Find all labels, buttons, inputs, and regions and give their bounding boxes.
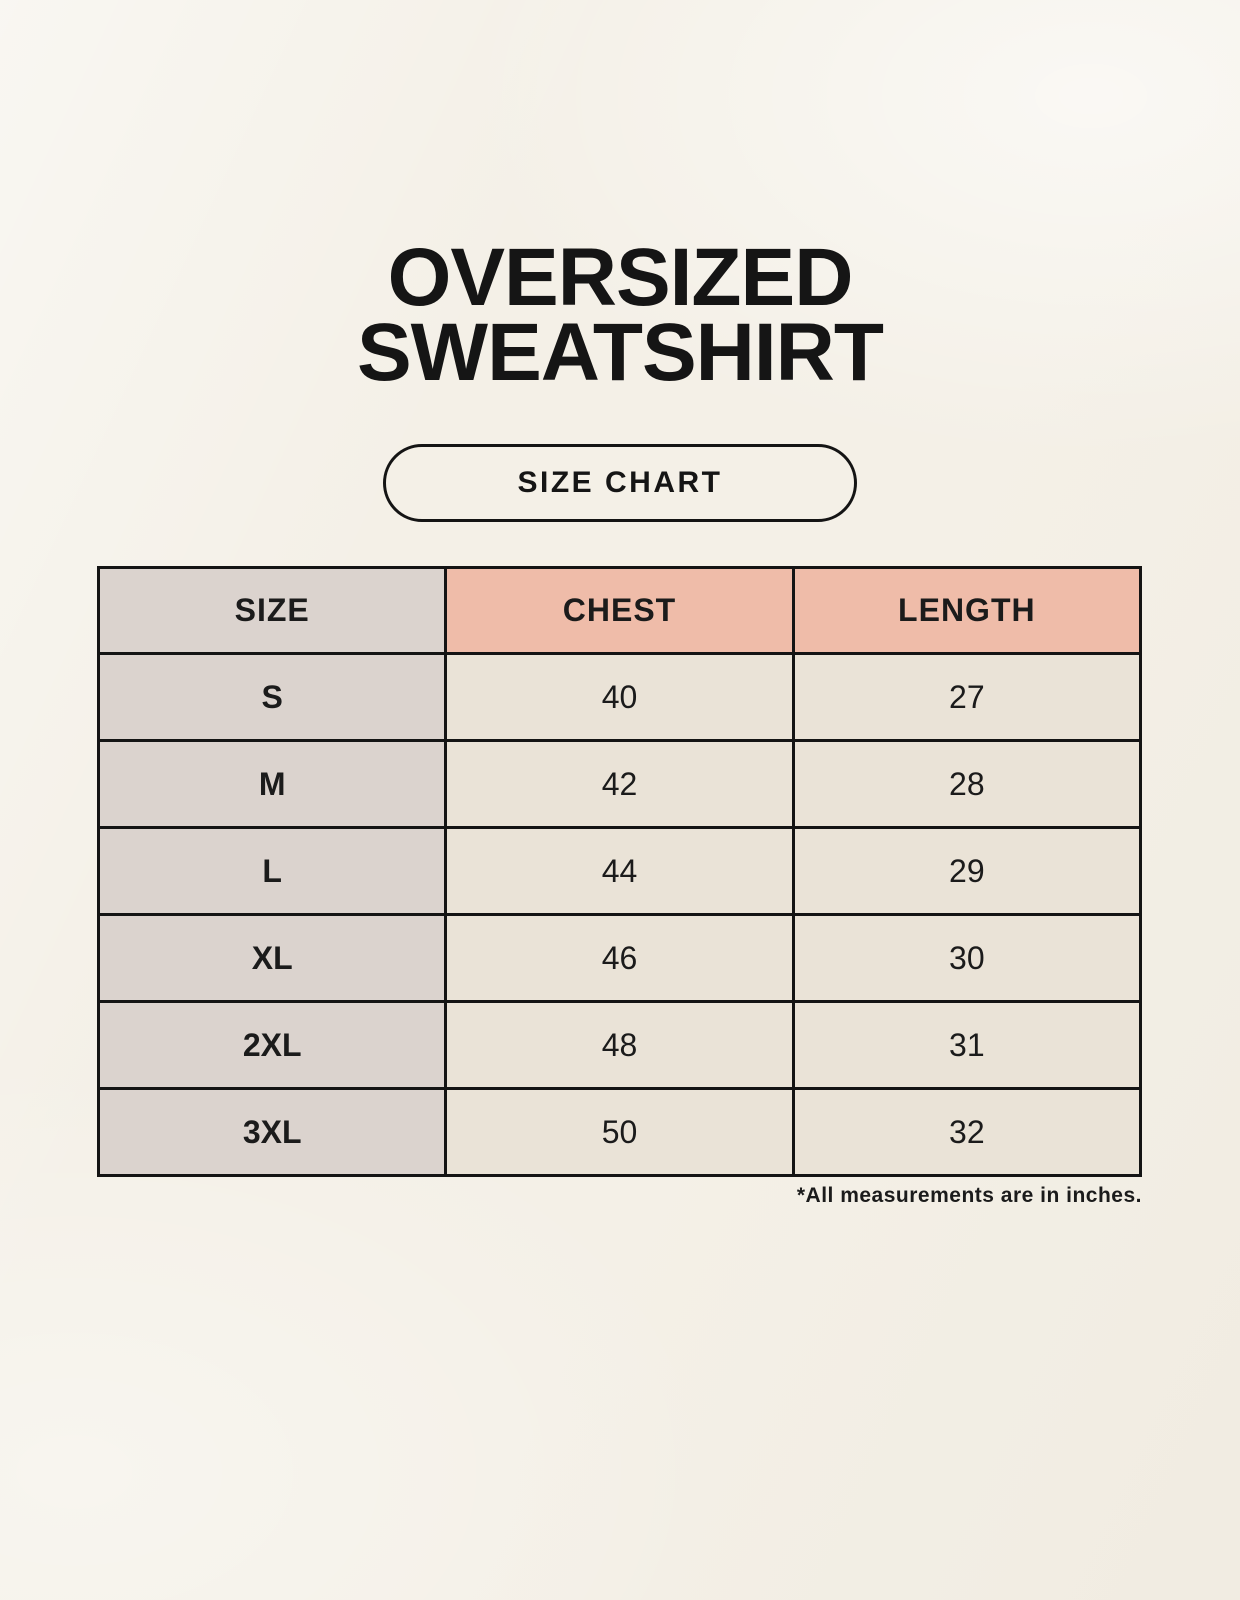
chest-value: 42 [444,739,795,829]
size-label: 2XL [96,1000,448,1090]
size-chart-button[interactable]: SIZE CHART [383,444,857,522]
size-chart-button-label: SIZE CHART [517,466,723,499]
chest-value: 48 [444,1000,795,1090]
size-label: 3XL [96,1087,448,1177]
table-row: S 40 27 [96,652,1143,742]
measurements-note: *All measurements are in inches. [796,1184,1142,1207]
chest-value: 40 [444,652,795,742]
size-label: L [96,826,448,916]
length-value: 30 [791,913,1143,1003]
table-row: L 44 29 [96,826,1143,916]
column-header-length: LENGTH [791,566,1143,655]
page-title: OVERSIZED SWEATSHIRT [0,232,1240,398]
length-value: 31 [791,1000,1143,1090]
size-label: XL [96,913,448,1003]
chest-value: 44 [444,826,795,916]
column-header-chest: CHEST [444,566,795,655]
table-row: XL 46 30 [96,913,1143,1003]
table-row: M 42 28 [96,739,1143,829]
table-row: 3XL 50 32 [96,1087,1143,1177]
length-value: 32 [791,1087,1143,1177]
table-row: 2XL 48 31 [96,1000,1143,1090]
size-label: S [96,652,448,742]
title-line-1: OVERSIZED [387,232,854,323]
column-header-size: SIZE [96,566,448,655]
title-line-2: SWEATSHIRT [356,307,884,398]
size-chart-table: SIZE CHEST LENGTH S 40 27 M 42 28 L 44 2… [96,566,1143,1177]
chest-value: 46 [444,913,795,1003]
table-header-row: SIZE CHEST LENGTH [96,566,1143,655]
length-value: 28 [791,739,1143,829]
length-value: 29 [791,826,1143,916]
length-value: 27 [791,652,1143,742]
size-label: M [96,739,448,829]
chest-value: 50 [444,1087,795,1177]
